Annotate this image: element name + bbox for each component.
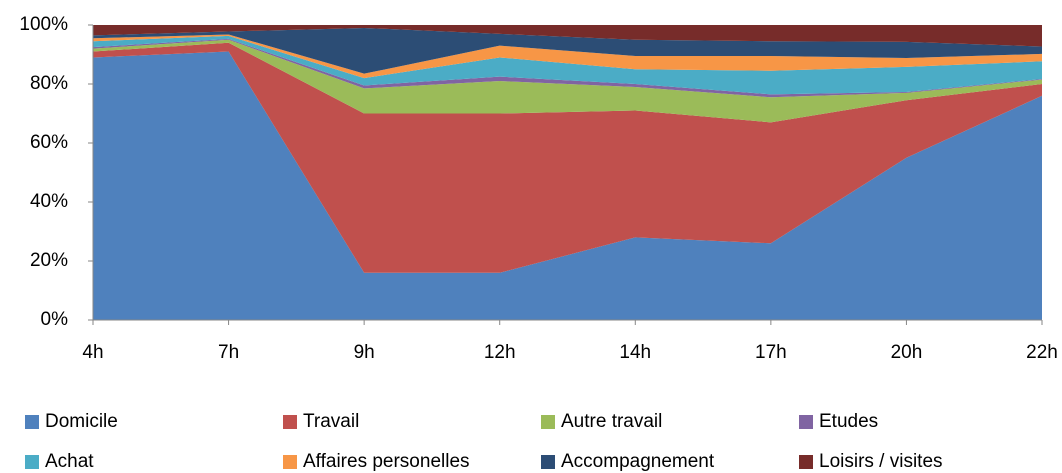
x-tick-label: 4h — [82, 342, 103, 363]
x-tick-label: 12h — [484, 342, 516, 363]
area — [93, 39, 1042, 123]
y-tick-label: 80% — [30, 73, 68, 94]
area — [93, 42, 1042, 273]
legend-swatch — [283, 415, 297, 429]
y-tick-label: 100% — [19, 14, 68, 35]
x-tick-label: 20h — [891, 342, 923, 363]
legend-label: Etudes — [819, 411, 878, 432]
legend-label: Autre travail — [561, 411, 662, 432]
area — [93, 27, 1042, 74]
area — [93, 35, 1042, 95]
x-tick-label: 14h — [619, 342, 651, 363]
legend-swatch — [799, 455, 813, 469]
legend-swatch — [541, 455, 555, 469]
legend-swatch — [541, 415, 555, 429]
legend-label: Loisirs / visites — [819, 451, 943, 472]
x-tick-label: 7h — [218, 342, 239, 363]
legend-label: Affaires personelles — [303, 451, 470, 472]
y-tick-label: 40% — [30, 191, 68, 212]
x-tick-label: 9h — [354, 342, 375, 363]
legend-swatch — [25, 455, 39, 469]
legend-label: Travail — [303, 411, 359, 432]
area — [93, 51, 1042, 321]
y-tick-label: 20% — [30, 250, 68, 271]
area — [93, 25, 1042, 47]
y-tick-label: 0% — [41, 309, 69, 330]
x-tick-label: 17h — [755, 342, 787, 363]
legend-label: Achat — [45, 451, 94, 472]
legend-swatch — [25, 415, 39, 429]
legend-swatch — [799, 415, 813, 429]
y-tick-label: 60% — [30, 132, 68, 153]
area — [93, 34, 1042, 79]
legend-label: Accompagnement — [561, 451, 715, 472]
x-tick-label: 22h — [1026, 342, 1058, 363]
legend-label: Domicile — [45, 411, 118, 432]
legend-swatch — [283, 455, 297, 469]
